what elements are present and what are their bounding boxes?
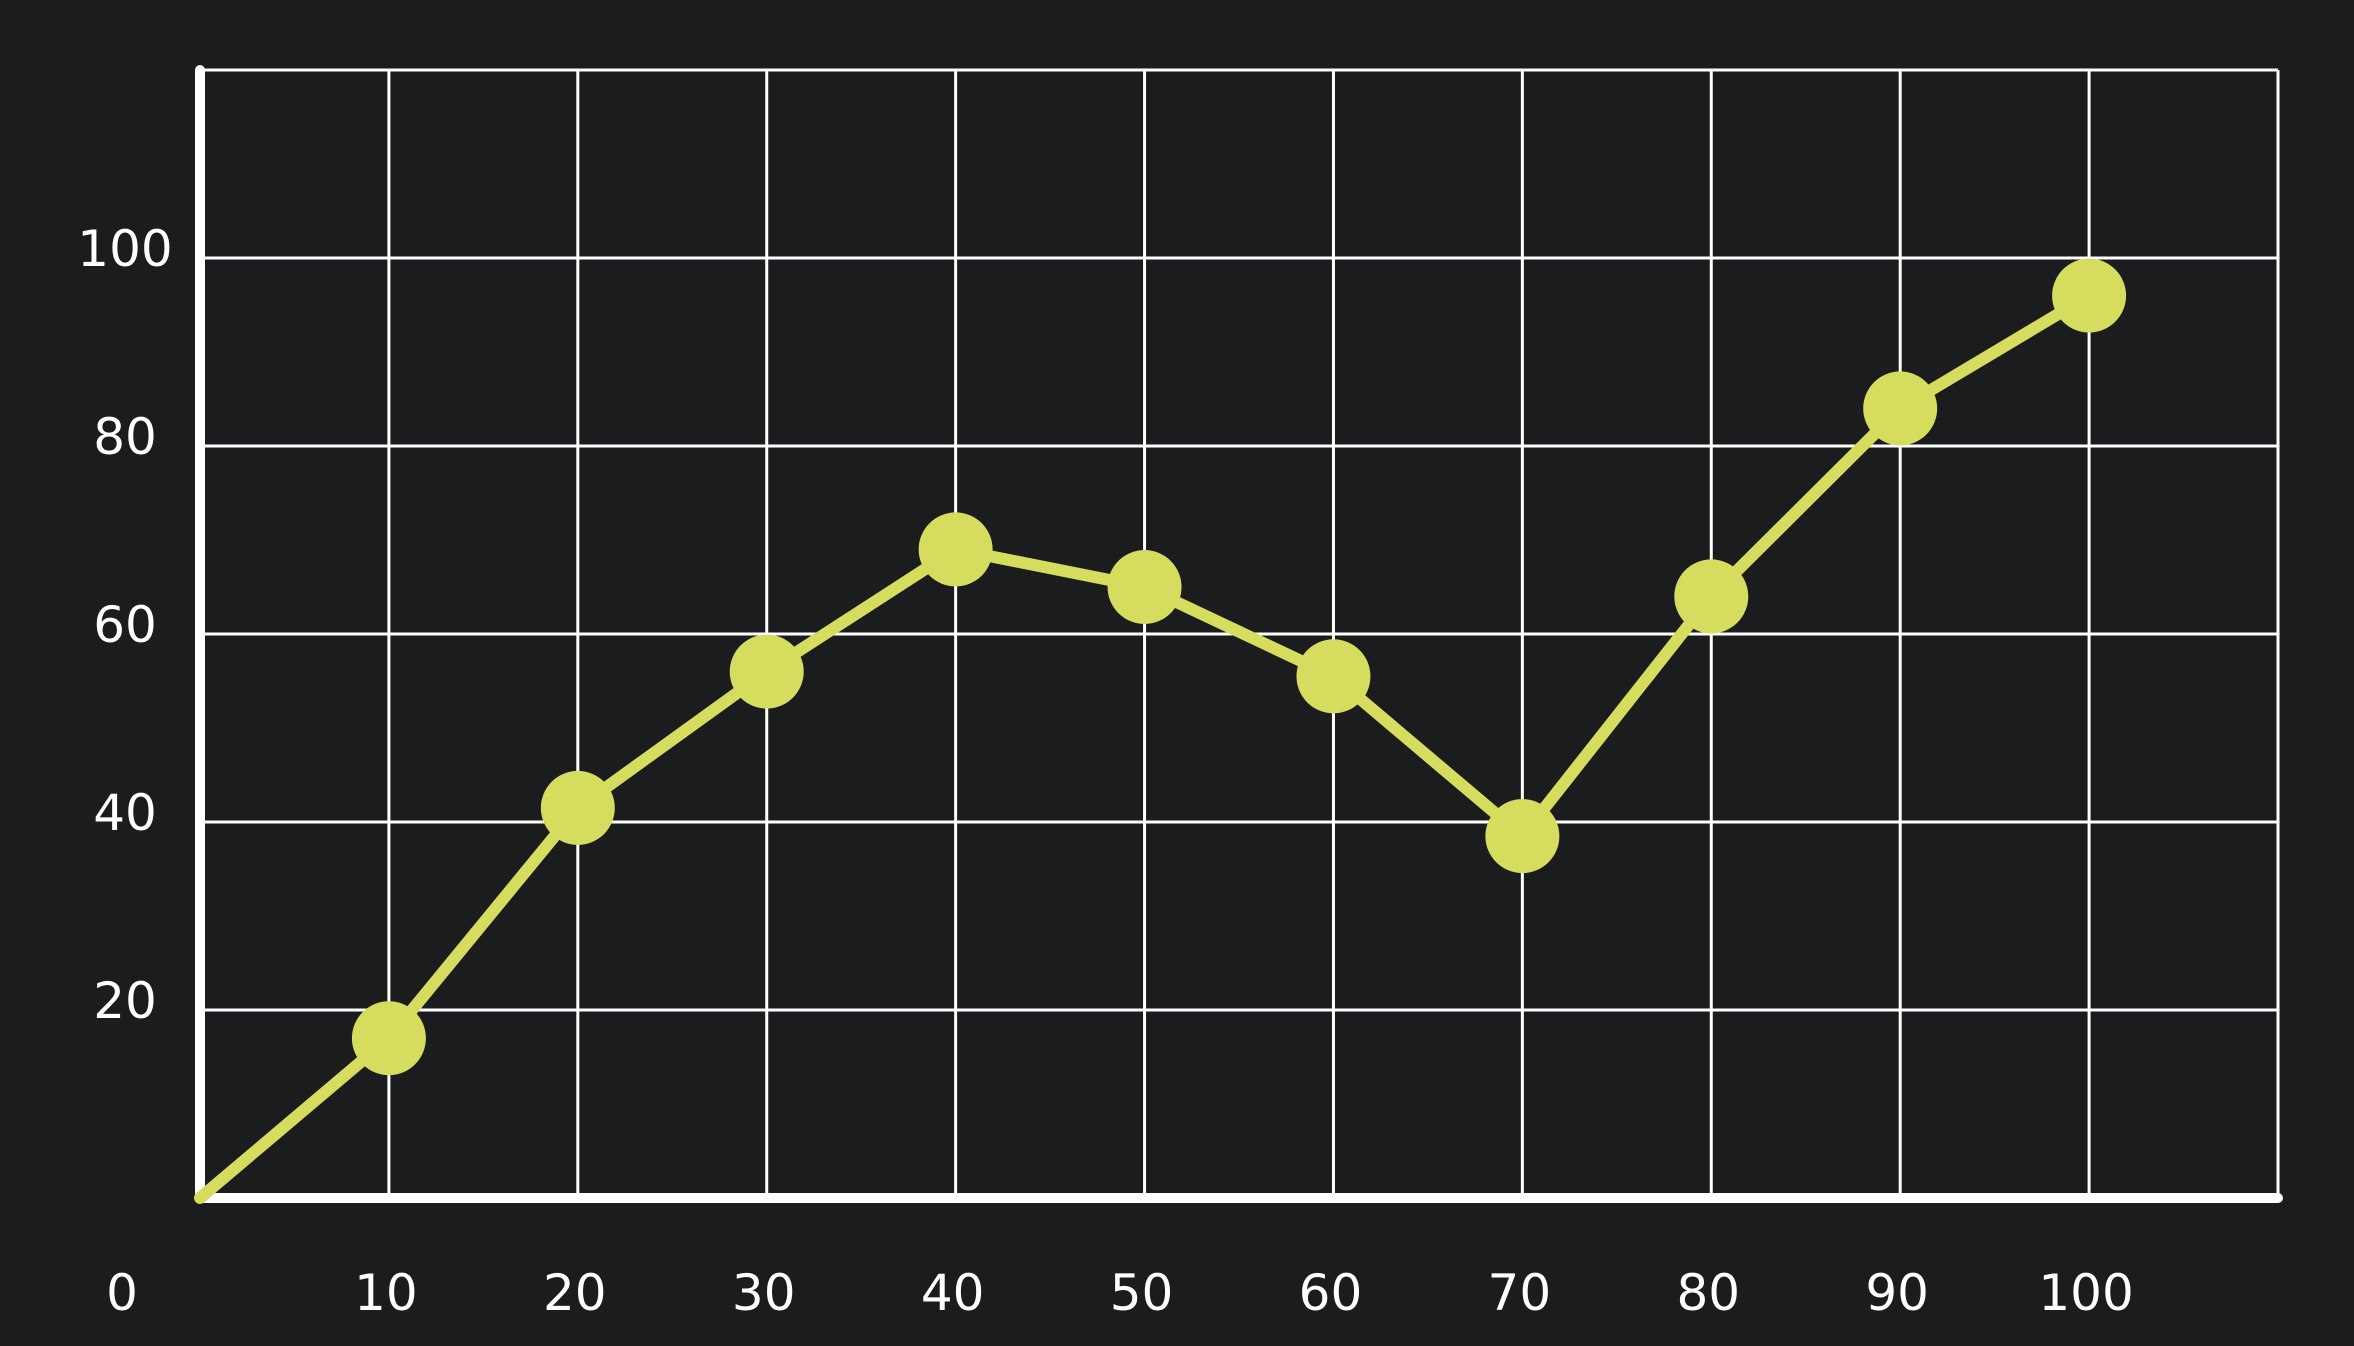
x-tick-label: 40 (921, 1264, 985, 1322)
y-tick-label: 60 (93, 596, 157, 654)
x-tick-label: 100 (2038, 1264, 2133, 1322)
series (194, 258, 2127, 1204)
x-tick-label: 80 (1676, 1264, 1740, 1322)
data-point (729, 634, 804, 709)
data-point (1296, 639, 1371, 714)
data-point (918, 512, 993, 587)
x-tick-label: 30 (732, 1264, 796, 1322)
x-tick-label: 90 (1865, 1264, 1929, 1322)
data-point (540, 770, 615, 845)
axes (195, 65, 2283, 1203)
y-tick-label: 80 (93, 408, 157, 466)
data-point (1863, 371, 1938, 446)
y-tick-label: 20 (93, 972, 157, 1030)
x-tick-label: 50 (1110, 1264, 1174, 1322)
data-point (2052, 258, 2127, 333)
y-tick-label: 40 (93, 784, 157, 842)
data-point (1674, 559, 1749, 634)
tick-labels: 20 40 60 80 100 10 20 30 40 50 60 70 80 90 100 0 (77, 220, 2134, 1322)
x-tick-label: 60 (1299, 1264, 1363, 1322)
data-point (351, 1001, 426, 1076)
data-point (1107, 550, 1182, 624)
origin-label: 0 (106, 1264, 138, 1322)
data-point (1485, 799, 1560, 874)
y-tick-label: 100 (77, 220, 172, 278)
x-tick-label: 70 (1488, 1264, 1552, 1322)
x-tick-label: 10 (354, 1264, 418, 1322)
x-tick-label: 20 (543, 1264, 607, 1322)
